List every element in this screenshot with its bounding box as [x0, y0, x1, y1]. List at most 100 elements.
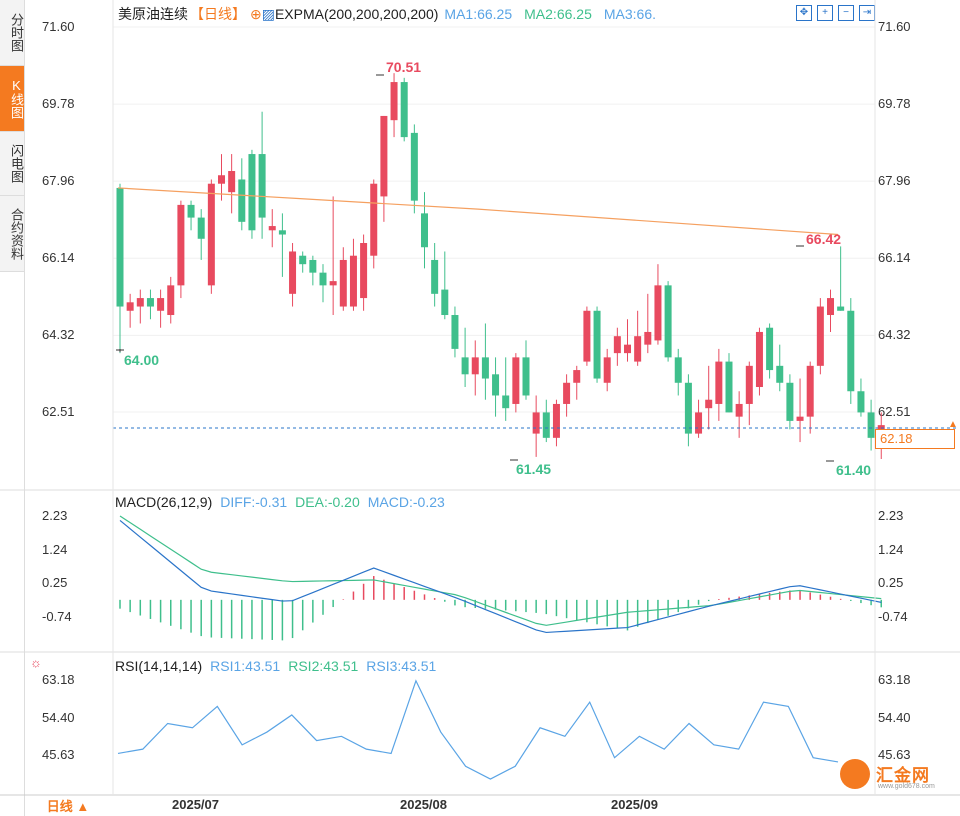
- candle-body: [664, 285, 672, 358]
- price-alert-icon[interactable]: ▲: [948, 419, 958, 430]
- candle-body: [816, 306, 824, 366]
- candle-body: [573, 370, 581, 383]
- expma-line: [117, 187, 839, 236]
- x-label-jul: 2025/07: [172, 797, 219, 812]
- brand-name: 汇金网: [876, 766, 930, 785]
- tab-k-line-chart[interactable]: K线图: [0, 66, 24, 132]
- x-label-aug: 2025/08: [400, 797, 447, 812]
- period-label[interactable]: 【日线】: [190, 6, 246, 22]
- candle-body: [309, 259, 317, 273]
- add-indicator-icon[interactable]: ⊕: [250, 6, 262, 22]
- candle-body: [502, 395, 510, 409]
- candle-body: [786, 382, 794, 421]
- price-tick-label: 66.14: [878, 250, 911, 266]
- candle-body: [776, 365, 784, 383]
- x-label-sep: 2025/09: [611, 797, 658, 812]
- candle-body: [126, 302, 134, 311]
- low-end-annotation: 61.40: [836, 462, 872, 478]
- rsi2-value: RSI2:43.51: [288, 658, 359, 674]
- candle-body: [552, 403, 560, 438]
- period-select-button[interactable]: 日线 ▲: [46, 799, 90, 814]
- candle-body: [857, 391, 865, 413]
- price-tick-label: 62.51: [42, 404, 75, 419]
- macd-header: MACD(26,12,9) DIFF:-0.31 DEA:-0.20 MACD:-0.…: [115, 494, 445, 510]
- candle-body: [431, 259, 439, 294]
- candle-body: [157, 298, 165, 311]
- candle-body: [583, 310, 591, 362]
- candle-body: [725, 361, 733, 413]
- candle-body: [806, 365, 814, 417]
- candle-body: [542, 412, 550, 438]
- chart-header: 美原油连续 【日线】 ⊕▨EXPMA(200,200,200,200) MA1:66.…: [118, 4, 656, 24]
- candle-body: [644, 331, 652, 345]
- rsi-tick-label: 45.63: [878, 747, 911, 762]
- candles-group: [116, 73, 885, 460]
- ma2-value: MA2:66.25: [524, 6, 592, 22]
- tab-lightning-chart[interactable]: 闪电图: [0, 132, 24, 196]
- rsi-tick-label: 45.63: [42, 747, 75, 762]
- macd-title[interactable]: MACD(26,12,9): [115, 494, 213, 510]
- macd-diff-line: [119, 519, 882, 634]
- rsi-tick-label: 63.18: [42, 672, 75, 687]
- candle-body: [827, 298, 834, 316]
- rsi-settings-icon[interactable]: ☼: [30, 655, 42, 670]
- price-tick-label: 66.14: [42, 250, 75, 266]
- price-tick-label: 69.78: [42, 96, 75, 112]
- candle-body: [847, 310, 855, 392]
- rsi-line: [117, 679, 839, 780]
- macd-tick-label: 0.25: [878, 575, 904, 591]
- candle-body: [613, 336, 621, 354]
- zoom-in-icon[interactable]: +: [817, 5, 833, 21]
- macd-histogram: [119, 576, 882, 641]
- price-tick-label: 64.32: [42, 327, 75, 343]
- candle-body: [674, 357, 682, 383]
- candle-body: [624, 344, 631, 354]
- candle-body: [634, 336, 642, 362]
- tab-contract-info[interactable]: 合约资料: [0, 196, 24, 272]
- candle-body: [146, 298, 154, 307]
- low-aug-annotation: 61.45: [516, 461, 552, 477]
- rsi-title[interactable]: RSI(14,14,14): [115, 658, 203, 674]
- candle-body: [512, 357, 520, 404]
- candle-body: [492, 374, 500, 396]
- macd-diff-value: DIFF:-0.31: [220, 494, 288, 510]
- candle-body: [837, 306, 845, 311]
- price-tick-label: 69.78: [878, 96, 911, 112]
- candle-body: [228, 171, 236, 193]
- candle-body: [867, 412, 875, 438]
- candle-body: [116, 187, 124, 307]
- rsi1-value: RSI1:43.51: [210, 658, 281, 674]
- candle-body: [563, 382, 571, 404]
- candle-body: [299, 255, 307, 265]
- price-tick-label: 64.32: [878, 327, 911, 343]
- candle-body: [319, 272, 327, 286]
- candle-body: [268, 226, 276, 231]
- current-price-tag: 62.18: [875, 429, 955, 449]
- sidebar: 分时图 K线图 闪电图 合约资料: [0, 0, 25, 816]
- candle-body: [522, 357, 530, 396]
- candle-body: [755, 331, 763, 388]
- macd-tick-label: 2.23: [878, 508, 904, 523]
- symbol-name: 美原油连续: [118, 6, 188, 22]
- expma-icon[interactable]: ▨: [261, 6, 275, 22]
- candle-body: [695, 412, 703, 434]
- tab-time-chart[interactable]: 分时图: [0, 0, 24, 66]
- candle-body: [177, 204, 185, 286]
- candle-body: [218, 175, 225, 184]
- ma3-value: MA3:66.: [603, 6, 656, 22]
- candle-body: [705, 399, 713, 409]
- candle-body: [197, 217, 205, 239]
- move-icon[interactable]: ✥: [796, 5, 812, 21]
- candle-body: [745, 365, 753, 404]
- ma1-value: MA1:66.25: [444, 6, 513, 22]
- candle-body: [400, 82, 408, 138]
- zoom-out-icon[interactable]: −: [838, 5, 854, 21]
- candle-body: [278, 230, 286, 235]
- candle-body: [796, 416, 804, 421]
- indicator-name[interactable]: EXPMA(200,200,200,200): [274, 6, 439, 22]
- candle-body: [603, 357, 611, 383]
- candle-body: [238, 179, 246, 222]
- macd-macd-value: MACD:-0.23: [367, 494, 445, 510]
- candle-body: [532, 412, 540, 434]
